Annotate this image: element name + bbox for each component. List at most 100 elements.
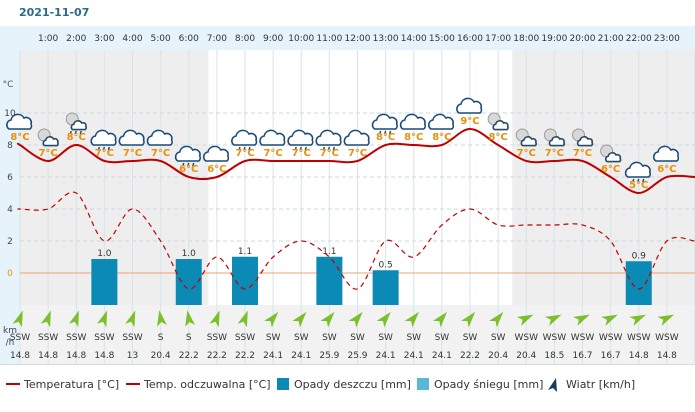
wind-direction-label: SSW: [38, 333, 58, 343]
temperature-label: 7°C: [517, 148, 536, 159]
rain-bar-label: 0.9: [632, 251, 647, 261]
wind-arrow-icon: [461, 311, 476, 328]
wind-arrow-icon: [125, 310, 136, 328]
wind-speed-label: 16.7: [572, 351, 592, 361]
wind-direction-label: S: [186, 333, 192, 343]
cloud-icon: [6, 113, 33, 130]
wind-arrow-icon: [264, 311, 279, 328]
hour-label: 10:00: [288, 34, 314, 44]
wind-speed-label: 20.4: [488, 351, 508, 361]
rain-bar-label: 1.1: [238, 247, 252, 257]
wind-direction-label: SSW: [207, 333, 227, 343]
wind-speed-label: 22.2: [207, 351, 227, 361]
wind-speed-label: 24.1: [291, 351, 311, 361]
wind-speed-label: 14.8: [657, 351, 677, 361]
wind-speed-label: 22.2: [460, 351, 480, 361]
hour-label: 19:00: [541, 34, 567, 44]
legend-wind-label: Wiatr [km/h]: [566, 378, 635, 391]
wind-arrow-icon: [237, 310, 248, 328]
wind-direction-label: WSW: [571, 333, 595, 343]
rain-bar-label: 1.1: [322, 247, 336, 257]
wind-speed-label: 14.8: [10, 351, 30, 361]
wind-direction-label: SW: [266, 333, 281, 343]
rain-bar-label: 0.5: [378, 260, 392, 270]
temperature-label: 8°C: [432, 132, 451, 143]
rain-bar-label: 1.0: [182, 249, 197, 259]
wind-direction-label: SW: [350, 333, 365, 343]
chart-date: 2021-11-07: [19, 6, 89, 19]
rain-cloud-icon: [90, 129, 117, 151]
wind-arrow-icon: [404, 311, 419, 328]
y-tick-label: 10: [4, 109, 16, 119]
cloud-icon: [652, 145, 680, 162]
wind-arrow-icon: [12, 310, 23, 328]
temperature-label: 7°C: [95, 148, 114, 159]
wind-arrow-icon: [68, 310, 79, 328]
legend-rain-swatch: [277, 378, 289, 390]
wind-speed-label: 14.8: [94, 351, 114, 361]
hour-label: 17:00: [485, 34, 511, 44]
wind-direction-label: SSW: [235, 333, 255, 343]
hour-label: 14:00: [401, 34, 427, 44]
y-tick-label: 8: [7, 141, 13, 151]
y-axis-unit: °C: [3, 80, 14, 90]
hour-label: 13:00: [373, 34, 399, 44]
wind-arrow-icon: [432, 311, 448, 328]
temperature-label: 8°C: [376, 132, 395, 143]
wind-arrow-icon: [629, 314, 647, 326]
wind-direction-label: S: [158, 333, 164, 343]
temperature-label: 6°C: [207, 164, 226, 175]
night-partly-cloudy-icon: [65, 112, 87, 135]
legend-feels-like-label: Temp. odczuwalna [°C]: [143, 378, 271, 391]
hour-label: 20:00: [570, 34, 596, 44]
legend-temperature-label: Temperatura [°C]: [23, 378, 119, 391]
temperature-label: 6°C: [179, 164, 198, 175]
hour-label: 21:00: [598, 34, 624, 44]
wind-direction-label: WSW: [599, 333, 623, 343]
hour-label: 9:00: [263, 34, 283, 44]
hour-label: 6:00: [179, 34, 199, 44]
legend-rain-label: Opady deszczu [mm]: [294, 378, 411, 391]
y-tick-label: 6: [7, 173, 13, 183]
rain-cloud-icon: [231, 129, 258, 151]
wind-direction-label: SW: [294, 333, 309, 343]
legend-wind-arrow-icon: [548, 378, 557, 392]
wind-arrow-icon: [489, 311, 504, 328]
wind-direction-label: WSW: [514, 333, 538, 343]
wind-speed-label: 24.1: [263, 351, 283, 361]
hour-label: 1:00: [38, 34, 58, 44]
wind-unit-label: /h: [6, 338, 15, 348]
wind-direction-label: SW: [406, 333, 421, 343]
hour-label: 5:00: [151, 34, 171, 44]
hour-label: 23:00: [654, 34, 680, 44]
wind-band-bottom-border: [0, 364, 695, 365]
wind-speed-label: 18.5: [544, 351, 564, 361]
wind-arrow-icon: [601, 314, 618, 326]
rain-cloud-icon: [371, 113, 398, 135]
night-partly-cloudy-icon: [543, 128, 566, 147]
rain-bar: [625, 261, 652, 305]
wind-speed-label: 13: [127, 351, 138, 361]
wind-arrow-icon: [545, 314, 562, 326]
rain-bar: [175, 259, 202, 305]
temperature-label: 9°C: [460, 116, 479, 127]
y-tick-label: 0: [7, 269, 13, 279]
hour-label: 2:00: [66, 34, 86, 44]
wind-direction-label: SW: [463, 333, 478, 343]
wind-direction-label: SW: [435, 333, 450, 343]
wind-speed-label: 20.4: [151, 351, 171, 361]
wind-arrow-icon: [157, 310, 167, 327]
temperature-label: 5°C: [629, 180, 648, 191]
wind-speed-label: 24.1: [376, 351, 396, 361]
rain-cloud-icon: [315, 129, 342, 151]
wind-speed-label: 25.9: [347, 351, 367, 361]
wind-direction-label: WSW: [627, 333, 651, 343]
night-partly-cloudy-icon: [600, 144, 622, 163]
wind-direction-label: SSW: [94, 333, 114, 343]
temperature-label: 7°C: [320, 148, 339, 159]
wind-speed-label: 20.4: [516, 351, 536, 361]
hour-label: 16:00: [457, 34, 483, 44]
hour-label: 8:00: [235, 34, 255, 44]
